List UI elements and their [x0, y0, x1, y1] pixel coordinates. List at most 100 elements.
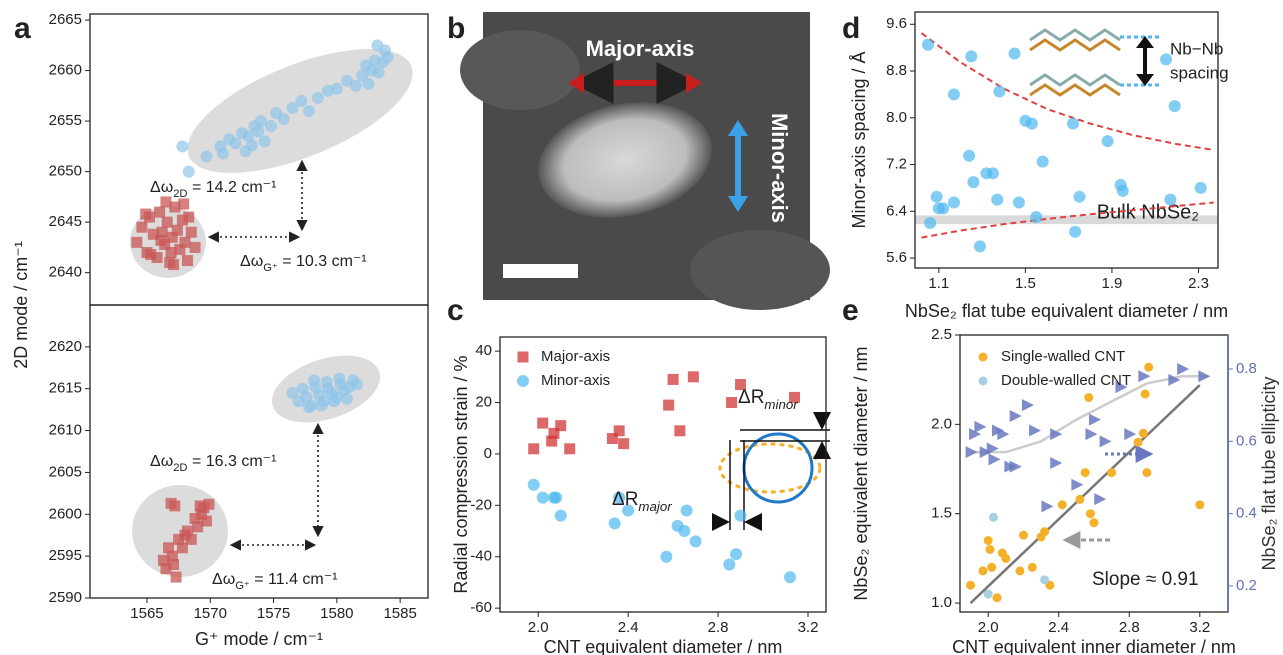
y2-tick-label: 0.4: [1236, 505, 1257, 522]
x-tick-label: 2.8: [1119, 619, 1140, 636]
y-tick-label: -20: [470, 496, 492, 513]
point: [1022, 399, 1034, 412]
y2-tick-label: 0.8: [1236, 360, 1257, 377]
point: [537, 417, 549, 429]
e-arrows: [1062, 445, 1154, 549]
point: [340, 392, 353, 405]
point: [176, 140, 189, 153]
annotation: Slope ≈ 0.91: [1092, 569, 1199, 590]
point: [178, 198, 190, 210]
point: [200, 515, 212, 527]
point: [169, 201, 181, 213]
point: [921, 38, 934, 51]
point: [564, 443, 576, 455]
annotation-rest: = 11.4 cm⁻¹: [250, 571, 338, 588]
point: [979, 446, 992, 459]
point: [195, 508, 207, 520]
point: [1160, 53, 1173, 66]
point: [536, 491, 549, 504]
annotation-rest: = 10.3 cm⁻¹: [278, 253, 367, 270]
point: [147, 228, 159, 240]
point: [1164, 193, 1177, 206]
point: [1025, 117, 1038, 130]
x-tick-label: 1570: [194, 605, 227, 622]
point: [162, 542, 174, 554]
x-axis-label: CNT equivalent inner diameter / nm: [952, 637, 1236, 655]
point: [166, 550, 178, 562]
legend-marker: [978, 376, 988, 386]
point: [1094, 493, 1107, 506]
annotation-sub: 2D: [173, 462, 187, 474]
x-tick-label: 2.0: [978, 619, 999, 636]
point: [678, 525, 691, 538]
annotation-rest: = 14.2 cm⁻¹: [188, 179, 277, 196]
point: [1116, 184, 1129, 197]
point: [351, 378, 364, 391]
point: [166, 231, 178, 243]
annotation-rest: = 16.3 cm⁻¹: [188, 453, 277, 470]
annotation-sub: minor: [764, 397, 798, 412]
point: [606, 433, 618, 445]
series-group: [527, 371, 801, 584]
y2-tick-label: 0.2: [1236, 577, 1257, 594]
y-tick-label: 9.6: [886, 15, 907, 32]
point: [179, 236, 191, 248]
point: [1099, 435, 1112, 448]
point: [1101, 135, 1114, 148]
point: [154, 206, 166, 218]
x-tick-label: 1.5: [1015, 275, 1036, 292]
y-tick-label: 2.0: [931, 415, 952, 432]
point: [997, 428, 1010, 441]
legend-label: Double-walled CNT: [1001, 372, 1131, 389]
plot-frame: [499, 336, 827, 613]
point: [183, 211, 195, 223]
legend-marker: [517, 351, 529, 363]
point: [286, 386, 299, 399]
point: [1138, 428, 1148, 438]
micrograph: Major-axis Minor-axis: [460, 12, 830, 310]
point: [1015, 566, 1025, 576]
y-axis-label: Minor-axis spacing / Å: [849, 51, 869, 228]
point: [303, 401, 316, 414]
point: [173, 533, 185, 545]
x-tick-label: 3.2: [1189, 619, 1210, 636]
point: [988, 453, 1001, 466]
point: [1036, 155, 1049, 168]
point: [181, 525, 193, 537]
point: [168, 259, 180, 271]
point: [165, 497, 177, 509]
y-tick-label: 2640: [49, 264, 82, 281]
point: [194, 500, 206, 512]
point: [165, 246, 177, 258]
y-tick-label: -60: [470, 599, 492, 616]
point: [1069, 225, 1082, 238]
point: [924, 216, 937, 229]
point: [176, 214, 188, 226]
point: [1195, 500, 1205, 510]
x-axis-label: CNT equivalent diameter / nm: [544, 637, 783, 655]
point: [192, 521, 204, 533]
point: [333, 372, 346, 385]
x-tick-label: 2.4: [1048, 619, 1069, 636]
legend-label: Major-axis: [541, 348, 610, 365]
point: [983, 589, 993, 599]
point: [258, 135, 271, 148]
point: [1012, 196, 1025, 209]
point: [546, 435, 558, 447]
point: [1009, 460, 1022, 473]
point: [182, 165, 195, 178]
point: [160, 196, 172, 208]
point: [989, 512, 998, 522]
annotation-sub: G⁺: [263, 262, 278, 274]
y-tick-label: 8.0: [886, 109, 907, 126]
point: [554, 509, 567, 522]
y-tick-label: 2655: [49, 112, 82, 129]
x-tick-label: 2.4: [618, 619, 639, 636]
point: [330, 82, 343, 95]
point: [613, 425, 625, 437]
y2-axis-label: NbSe₂ flat tube ellipticity: [1259, 376, 1279, 570]
y-axis-label: 2D mode / cm⁻¹: [11, 241, 31, 369]
point: [1133, 437, 1143, 447]
point: [1177, 362, 1190, 375]
